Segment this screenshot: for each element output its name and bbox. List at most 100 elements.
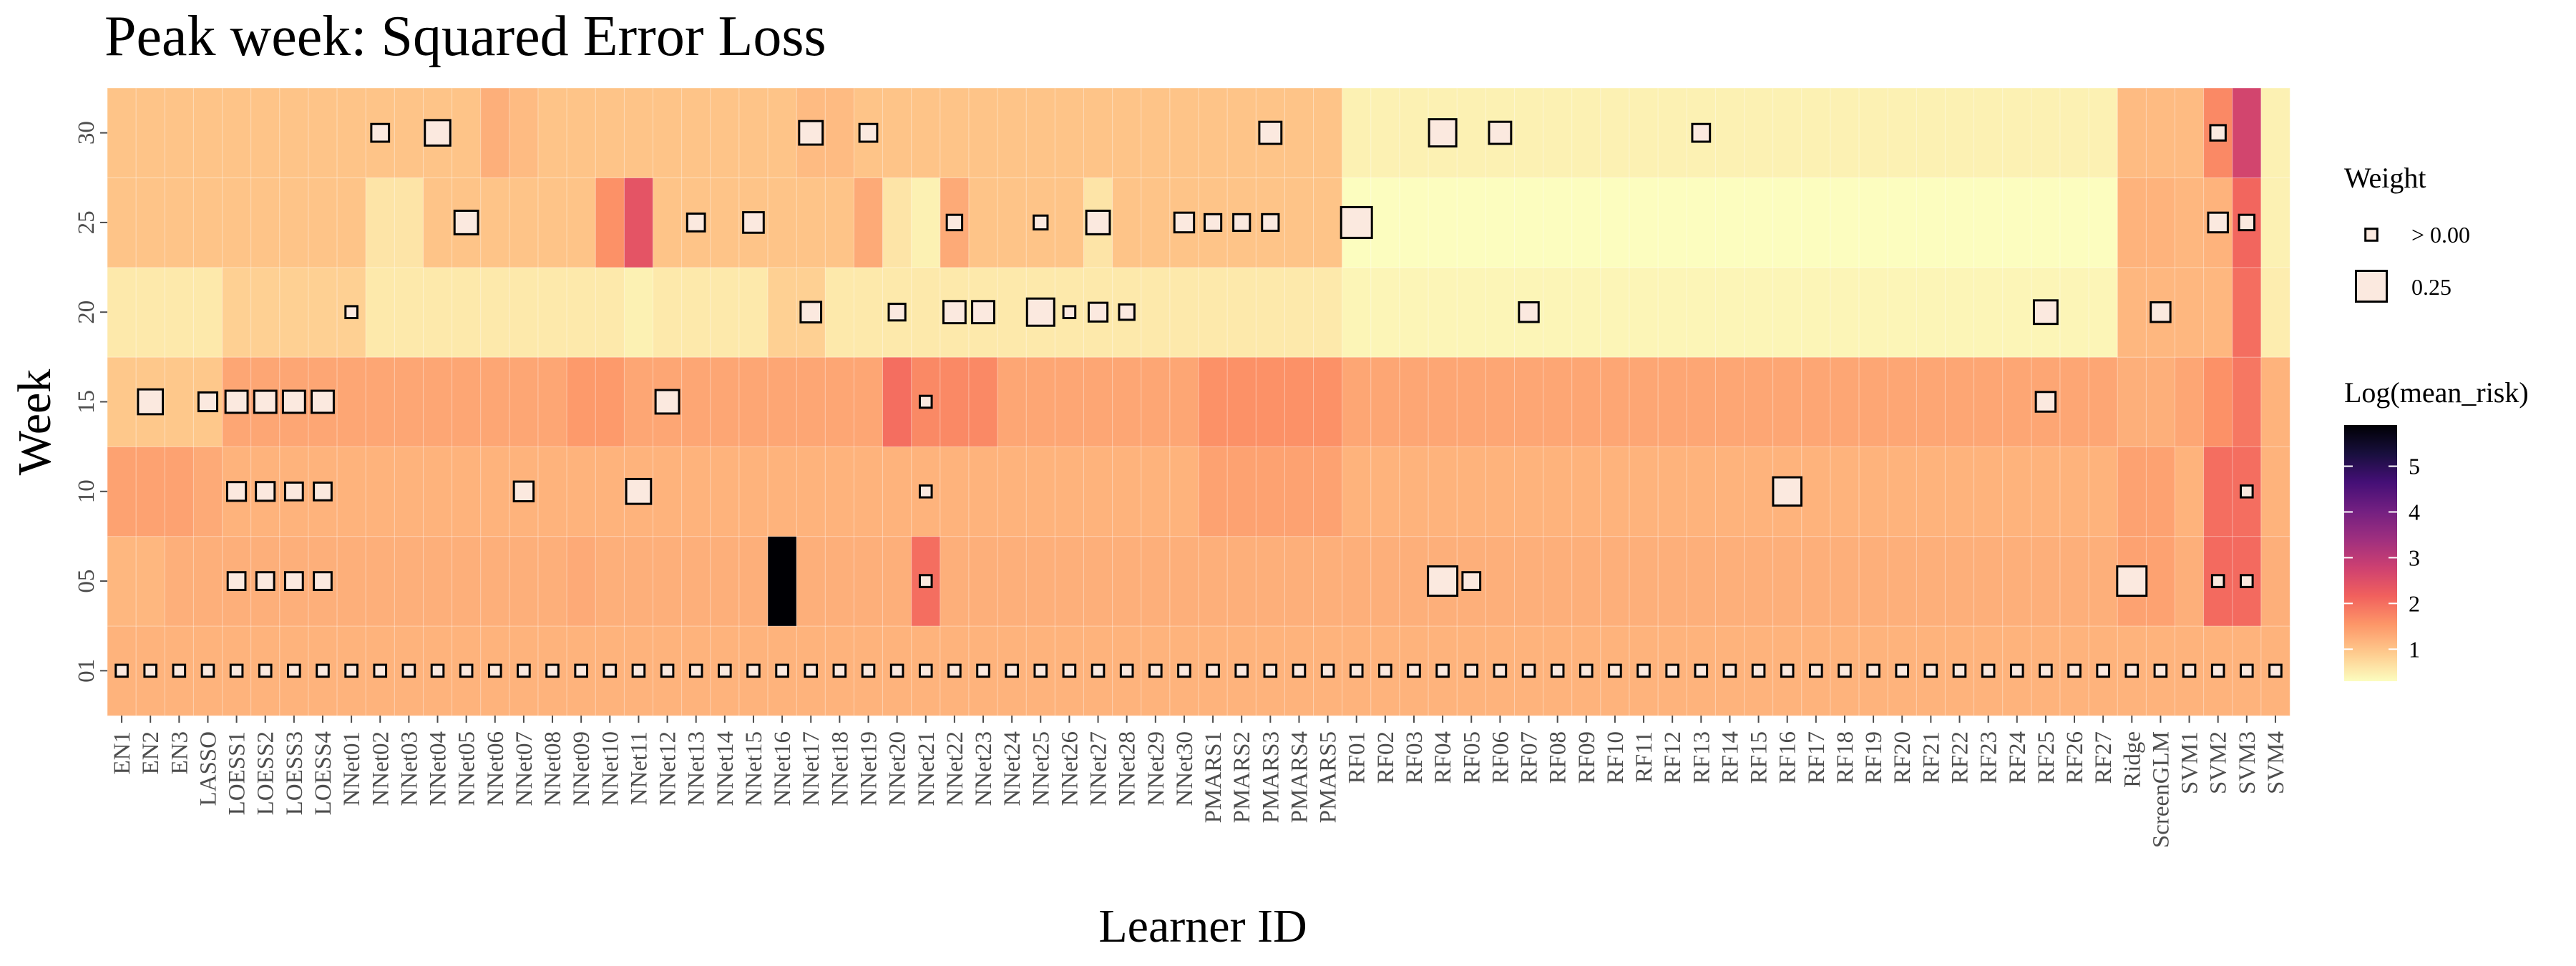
weight-marker [2207,211,2229,234]
heatmap-cell [623,87,654,179]
heatmap-cell [2031,177,2061,268]
heatmap-cell [2117,267,2147,358]
heatmap-cell [2088,356,2119,447]
y-tick-label: 30 [74,121,99,145]
weight-markers [114,118,2283,678]
heatmap-cell [796,535,826,627]
heatmap-cell [135,87,166,179]
x-tick-label: RF09 [1574,731,1600,784]
heatmap-cell [911,267,941,358]
x-tick-label: SVM4 [2263,731,2289,794]
heatmap-cell [1399,267,1429,358]
heatmap-cell [623,177,654,268]
weight-marker [1062,305,1077,320]
weight-marker [200,663,215,678]
heatmap-cell [1830,356,1860,447]
heatmap-cell [1456,177,1487,268]
weight-marker [1025,297,1055,327]
heatmap-cell [452,267,482,358]
heatmap-cell [1141,535,1171,627]
weight-marker [1258,120,1283,145]
heatmap-cell [365,446,396,537]
x-tick-label: RF11 [1631,731,1657,783]
heatmap-cell [1485,446,1516,537]
weight-marker [804,663,819,678]
heatmap-cell [480,177,510,268]
x-tick-label: RF05 [1459,731,1485,784]
heatmap-cell [853,446,884,537]
heatmap-cell [1485,356,1516,447]
weight-marker [602,663,618,678]
heatmap-cell [940,356,970,447]
heatmap-cell [824,356,855,447]
weight-marker [2009,663,2024,678]
heatmap-cell [2031,446,2061,537]
weight-marker [1608,663,1622,678]
heatmap-cell [1543,535,1573,627]
heatmap-cell [1974,446,2004,537]
heatmap-cell [997,177,1028,268]
heatmap-cell [2145,87,2176,179]
x-tick-label: RF16 [1775,731,1801,784]
x-tick-label: RF01 [1345,731,1370,784]
heatmap-cell [882,356,912,447]
heatmap-cell [422,446,453,537]
heatmap-cell [566,87,597,179]
weight-marker [742,211,765,234]
heatmap-cell [1686,177,1717,268]
weight-marker [1349,663,1364,678]
heatmap-cell [279,177,309,268]
x-tick-label: NNet01 [339,731,365,806]
heatmap-cell [1054,356,1085,447]
chart-title: Peak week: Squared Error Loss [104,5,826,68]
heatmap-cell [107,535,137,627]
y-tick-label: 01 [74,659,99,683]
x-tick-label: PMARS4 [1287,731,1312,823]
heatmap-cell [595,177,625,268]
weight-marker [430,663,445,678]
x-tick-label: NNet15 [741,731,767,806]
heatmap-cell [1284,535,1314,627]
heatmap-cell [1744,267,1774,358]
heatmap-cell [1974,356,2004,447]
heatmap-cell [623,267,654,358]
heatmap-cell [1198,267,1228,358]
x-tick-label: RF08 [1546,731,1571,784]
heatmap-cell [452,87,482,179]
heatmap-cell [653,535,683,627]
weight-marker [226,481,248,502]
x-tick-label: NNet23 [971,731,997,806]
heatmap-cell [1428,356,1458,447]
weight-marker [889,663,904,678]
heatmap-cell [1025,87,1056,179]
heatmap-cell [1342,356,1372,447]
weight-marker [1809,663,1823,678]
weight-marker [1428,118,1458,148]
heatmap-cell [1916,535,1946,627]
heatmap-cell [738,356,769,447]
heatmap-cell [1428,446,1458,537]
heatmap-cell [738,535,769,627]
weight-marker [1232,213,1252,233]
heatmap-cell [1772,87,1802,179]
heatmap-cell [968,356,998,447]
heatmap-cell [1600,177,1630,268]
heatmap-cell [480,267,510,358]
heatmap-cell [480,535,510,627]
heatmap-cell [192,177,223,268]
heatmap-cell [135,535,166,627]
weight-marker [344,305,358,320]
heatmap-cell [192,87,223,179]
heatmap-cell [336,535,366,627]
weight-marker [373,663,388,678]
heatmap-cell [566,356,597,447]
heatmap-cell [1858,87,1888,179]
heatmap-cell [1370,356,1400,447]
heatmap-cell [2088,267,2119,358]
color-legend-title: Log(mean_risk) [2344,376,2529,409]
heatmap-cell [1141,356,1171,447]
x-tick-label: RF14 [1717,731,1743,784]
heatmap-cell [1714,356,1745,447]
heatmap-cell [1858,177,1888,268]
